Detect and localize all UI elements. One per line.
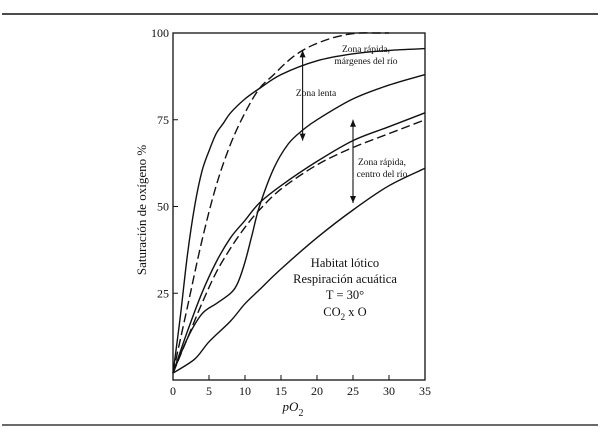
y-tick-label: 100 — [151, 26, 169, 40]
legend-co2-main: CO — [323, 305, 340, 319]
annotation-rapida-centro-line2: centro del río — [357, 170, 408, 180]
series-line-0 — [172, 47, 426, 374]
x-tick-label: 35 — [419, 384, 431, 398]
annotation-rapida-centro-line1: Zona rápida, — [358, 158, 406, 168]
legend-co2-rest: x O — [345, 305, 367, 319]
series-group — [172, 32, 426, 374]
series-line-5 — [172, 167, 426, 374]
series-line-4 — [172, 119, 426, 374]
x-axis-label: pO2 — [282, 399, 304, 419]
arrow-rapida-margen-head — [299, 50, 306, 58]
legend-co2-sub: 2 — [341, 312, 346, 322]
annotation-rapida-margen-line1: Zona rápida, — [342, 45, 390, 55]
legend-temperature: T = 30° — [326, 288, 364, 302]
x-axis-label-main: pO — [282, 399, 300, 414]
arrow-rapida-centro-up-head — [350, 119, 356, 127]
y-axis-label: Saturación de oxígeno % — [134, 145, 149, 275]
legend-habitat: Habitat lótico — [311, 256, 379, 270]
annotation-rapida-margen-line2: márgenes del río — [334, 57, 397, 67]
arrow-rapida-centro-down-head — [350, 196, 356, 204]
legend-respiracion: Respiración acuática — [293, 272, 397, 286]
y-tick-label: 75 — [157, 113, 169, 127]
x-tick-label: 20 — [311, 384, 323, 398]
axis-ticks: 0 5 10 15 20 25 30 35 25 50 75 100 — [151, 26, 431, 398]
x-tick-label: 15 — [275, 384, 287, 398]
arrow-lenta — [299, 95, 306, 141]
arrow-group — [299, 50, 356, 204]
arrow-rapida-centro-up — [350, 119, 356, 179]
legend-co2: CO2 x O — [323, 305, 366, 322]
arrow-rapida-centro-down — [350, 178, 356, 204]
x-tick-label: 25 — [347, 384, 359, 398]
y-tick-label: 50 — [157, 200, 169, 214]
series-line-2 — [172, 73, 426, 374]
annotation-lenta: Zona lenta — [296, 89, 337, 99]
series-line-1 — [172, 32, 389, 374]
y-tick-label: 25 — [157, 286, 169, 300]
arrow-rapida-margen — [299, 50, 306, 96]
x-tick-label: 10 — [239, 384, 251, 398]
series-line-3 — [172, 112, 426, 374]
x-tick-label: 0 — [170, 384, 176, 398]
x-tick-label: 5 — [206, 384, 212, 398]
arrow-lenta-head — [299, 133, 306, 141]
x-tick-label: 30 — [383, 384, 395, 398]
x-axis-label-sub: 2 — [298, 408, 303, 419]
